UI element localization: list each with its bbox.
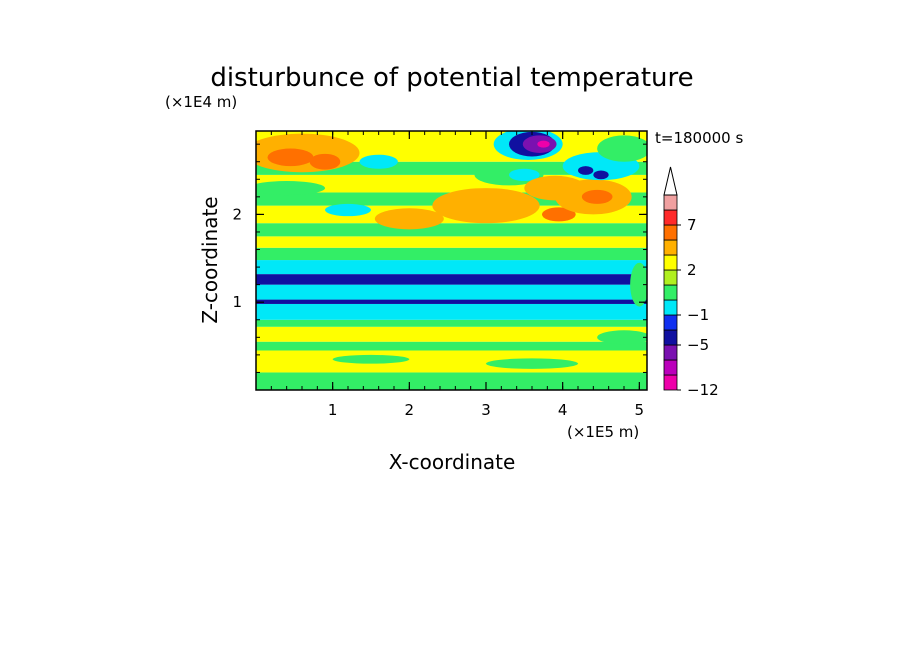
x-tick-label-0: 1	[328, 401, 338, 419]
contour-band-8	[256, 274, 647, 285]
contour-feature-24	[597, 330, 647, 345]
contour-feature-18	[537, 140, 550, 148]
contour-feature-6	[374, 208, 444, 230]
time-label: t=180000 s	[655, 129, 743, 147]
contour-band-3	[256, 326, 647, 342]
contour-band-1	[256, 350, 647, 373]
colorbar-swatch-8	[663, 254, 678, 271]
colorbar-legend: −12−5−127	[663, 166, 719, 399]
contour-band-12	[256, 223, 647, 237]
y-tick-label-0: 1	[232, 293, 242, 311]
colorbar-swatch-5	[663, 299, 678, 316]
x-tick-label-2: 3	[481, 401, 491, 419]
contour-band-7	[256, 284, 647, 300]
colorbar-label-0: −12	[687, 381, 719, 399]
colorbar-swatch-0	[663, 374, 678, 391]
x-tick-label-1: 2	[405, 401, 415, 419]
colorbar-swatch-1	[663, 359, 678, 376]
contour-feature-19	[578, 166, 594, 175]
colorbar-swatch-2	[663, 344, 678, 361]
x-axis: 1 2 3 4 5	[270, 131, 645, 419]
colorbar-swatch-3	[663, 329, 678, 346]
contour-band-16	[256, 161, 647, 175]
colorbar-swatch-11	[663, 209, 678, 226]
x-tick-label-3: 4	[558, 401, 568, 419]
contour-feature-21	[597, 135, 647, 162]
colorbar-label-4: 7	[687, 216, 697, 234]
y-unit-label: (×1E4 m)	[165, 93, 237, 111]
y-axis-title: Z-coordinate	[198, 196, 222, 323]
colorbar-swatch-4	[663, 314, 678, 331]
contour-feature-22	[332, 354, 410, 364]
contour-feature-23	[486, 358, 578, 369]
contour-band-4	[256, 319, 647, 327]
x-axis-title: X-coordinate	[389, 450, 516, 474]
contour-band-9	[256, 260, 647, 275]
contour-feature-7	[432, 188, 540, 224]
colorbar-swatch-10	[663, 224, 678, 241]
contour-feature-3	[256, 181, 325, 196]
contour-band-2	[256, 341, 647, 351]
contour-feature-2	[309, 153, 341, 170]
contour-feature-1	[267, 148, 314, 167]
colorbar-swatch-12	[663, 194, 678, 211]
contour-feature-13	[581, 189, 613, 204]
colorbar-swatch-7	[663, 269, 678, 286]
colorbar-label-3: 2	[687, 261, 697, 279]
colorbar-label-2: −1	[687, 306, 709, 324]
colorbar-extend-arrow	[663, 166, 678, 196]
chart-title: disturbunce of potential temperature	[210, 63, 693, 93]
plot-frame	[255, 130, 648, 391]
colorbar-swatch-9	[663, 239, 678, 256]
y-tick-label-1: 2	[232, 205, 242, 223]
contour-feature-20	[593, 170, 609, 180]
x-unit-label: (×1E5 m)	[567, 423, 639, 441]
y-axis: 12	[232, 143, 647, 373]
colorbar-label-1: −5	[687, 336, 709, 354]
contour-feature-9	[508, 168, 540, 182]
plot-area	[256, 131, 647, 390]
contour-band-10	[256, 247, 647, 261]
contour-feature-25	[630, 262, 647, 307]
contour-feature-11	[541, 207, 576, 222]
contour-band-5	[256, 303, 647, 320]
contour-feature-4	[325, 203, 371, 217]
contour-band-0	[256, 372, 647, 390]
contour-band-6	[256, 299, 647, 304]
colorbar-swatch-6	[663, 284, 678, 301]
contour-feature-5	[359, 154, 398, 169]
x-tick-label-4: 5	[635, 401, 645, 419]
contour-band-11	[256, 236, 647, 248]
